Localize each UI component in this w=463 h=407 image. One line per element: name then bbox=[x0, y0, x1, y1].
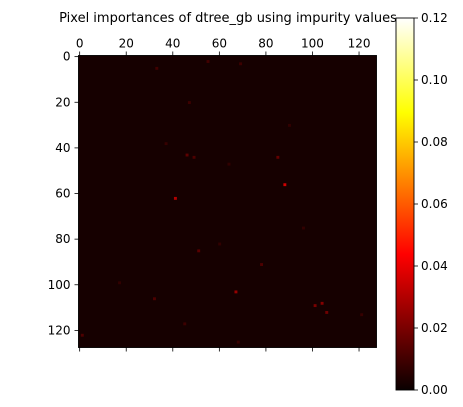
heatmap-cell bbox=[153, 297, 156, 301]
heatmap-cell bbox=[288, 123, 291, 127]
x-tick-label: 80 bbox=[258, 37, 273, 51]
heatmap-cell bbox=[187, 101, 191, 105]
heatmap-cell bbox=[227, 162, 231, 166]
heatmap-cell bbox=[183, 322, 187, 326]
plot-frame bbox=[78, 55, 377, 348]
heatmap-cell bbox=[80, 333, 84, 337]
x-tick-label: 0 bbox=[76, 37, 84, 51]
heatmap-cell bbox=[236, 340, 240, 344]
heatmap-cell bbox=[192, 155, 196, 159]
heatmap-cell bbox=[118, 281, 122, 285]
heatmap-cell bbox=[164, 142, 168, 146]
colorbar-tick-label: 0.04 bbox=[421, 259, 448, 273]
heatmap-cell bbox=[302, 226, 305, 230]
chart-title: Pixel importances of dtree_gb using impu… bbox=[59, 11, 397, 26]
colorbar-axis: 0.00 0.02 0.04 0.06 0.08 0.10 0.12 bbox=[414, 11, 448, 397]
y-tick-label: 40 bbox=[55, 141, 70, 155]
heatmap-cell bbox=[155, 66, 159, 70]
heatmap-background bbox=[78, 55, 377, 348]
heatmap-cell bbox=[276, 155, 280, 159]
x-tick-label: 40 bbox=[165, 37, 180, 51]
heatmap-cell bbox=[313, 304, 317, 308]
heatmap-cell bbox=[239, 62, 243, 66]
heatmap-cell bbox=[173, 196, 177, 200]
heatmap-cell bbox=[218, 242, 222, 246]
heatmap-cell bbox=[360, 313, 364, 317]
y-tick-label: 20 bbox=[55, 95, 70, 109]
x-tick-label: 60 bbox=[212, 37, 227, 51]
colorbar-tick-label: 0.08 bbox=[421, 135, 448, 149]
y-axis: 0 20 40 60 80 100 120 bbox=[48, 50, 79, 337]
x-tick-label: 100 bbox=[301, 37, 324, 51]
heatmap-cell bbox=[283, 183, 287, 187]
y-tick-label: 120 bbox=[48, 323, 71, 337]
colorbar-tick-label: 0.12 bbox=[421, 11, 448, 25]
heatmap-cell bbox=[234, 290, 238, 294]
colorbar-tick-label: 0.06 bbox=[421, 197, 448, 211]
colorbar-tick-label: 0.00 bbox=[421, 383, 448, 397]
colorbar-tick-label: 0.02 bbox=[421, 321, 448, 335]
heatmap-cell bbox=[260, 263, 264, 266]
y-tick-label: 60 bbox=[55, 187, 70, 201]
x-tick-label: 120 bbox=[348, 37, 371, 51]
heatmap-cell bbox=[325, 311, 329, 314]
y-tick-label: 80 bbox=[55, 232, 70, 246]
heatmap-grid bbox=[78, 55, 377, 348]
y-tick-label: 0 bbox=[63, 50, 71, 64]
heatmap-cell bbox=[185, 153, 189, 157]
colorbar-tick-label: 0.10 bbox=[421, 73, 448, 87]
x-axis: 0 20 40 60 80 100 120 bbox=[76, 37, 371, 352]
heatmap-cell bbox=[197, 249, 201, 253]
y-tick-label: 100 bbox=[48, 278, 71, 292]
colorbar bbox=[395, 17, 415, 391]
heatmap-cell bbox=[206, 60, 210, 63]
heatmap-cell bbox=[320, 301, 324, 305]
x-tick-label: 20 bbox=[119, 37, 134, 51]
